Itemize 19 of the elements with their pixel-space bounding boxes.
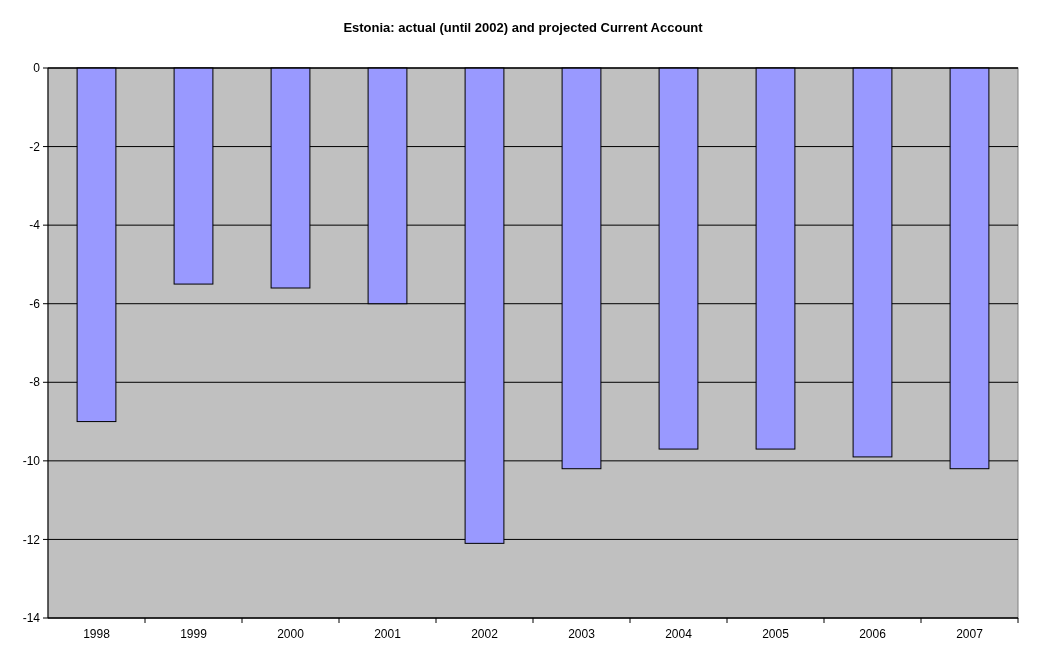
x-tick-label: 2002 xyxy=(471,627,499,641)
x-tick-label: 2004 xyxy=(665,627,693,641)
chart-title: Estonia: actual (until 2002) and projected Current Account xyxy=(343,20,704,35)
y-tick-label: -6 xyxy=(29,296,41,311)
y-tick-label: -2 xyxy=(29,139,41,154)
x-tick-label: 1998 xyxy=(83,627,111,641)
x-tick-label: 2007 xyxy=(956,627,984,641)
y-tick-label: -10 xyxy=(22,454,41,469)
x-tick-label: 2001 xyxy=(374,627,402,641)
x-tick-label: 2003 xyxy=(568,627,596,641)
x-tick-label: 2000 xyxy=(277,627,305,641)
x-tick-label: 2006 xyxy=(859,627,887,641)
y-tick-label: -14 xyxy=(22,611,41,626)
x-tick-label: 1999 xyxy=(180,627,208,641)
y-tick-label: 0 xyxy=(33,61,41,76)
x-tick-label: 2005 xyxy=(762,627,790,641)
y-tick-label: -4 xyxy=(29,218,41,233)
y-tick-label: -12 xyxy=(22,532,41,547)
y-tick-label: -8 xyxy=(29,375,41,390)
